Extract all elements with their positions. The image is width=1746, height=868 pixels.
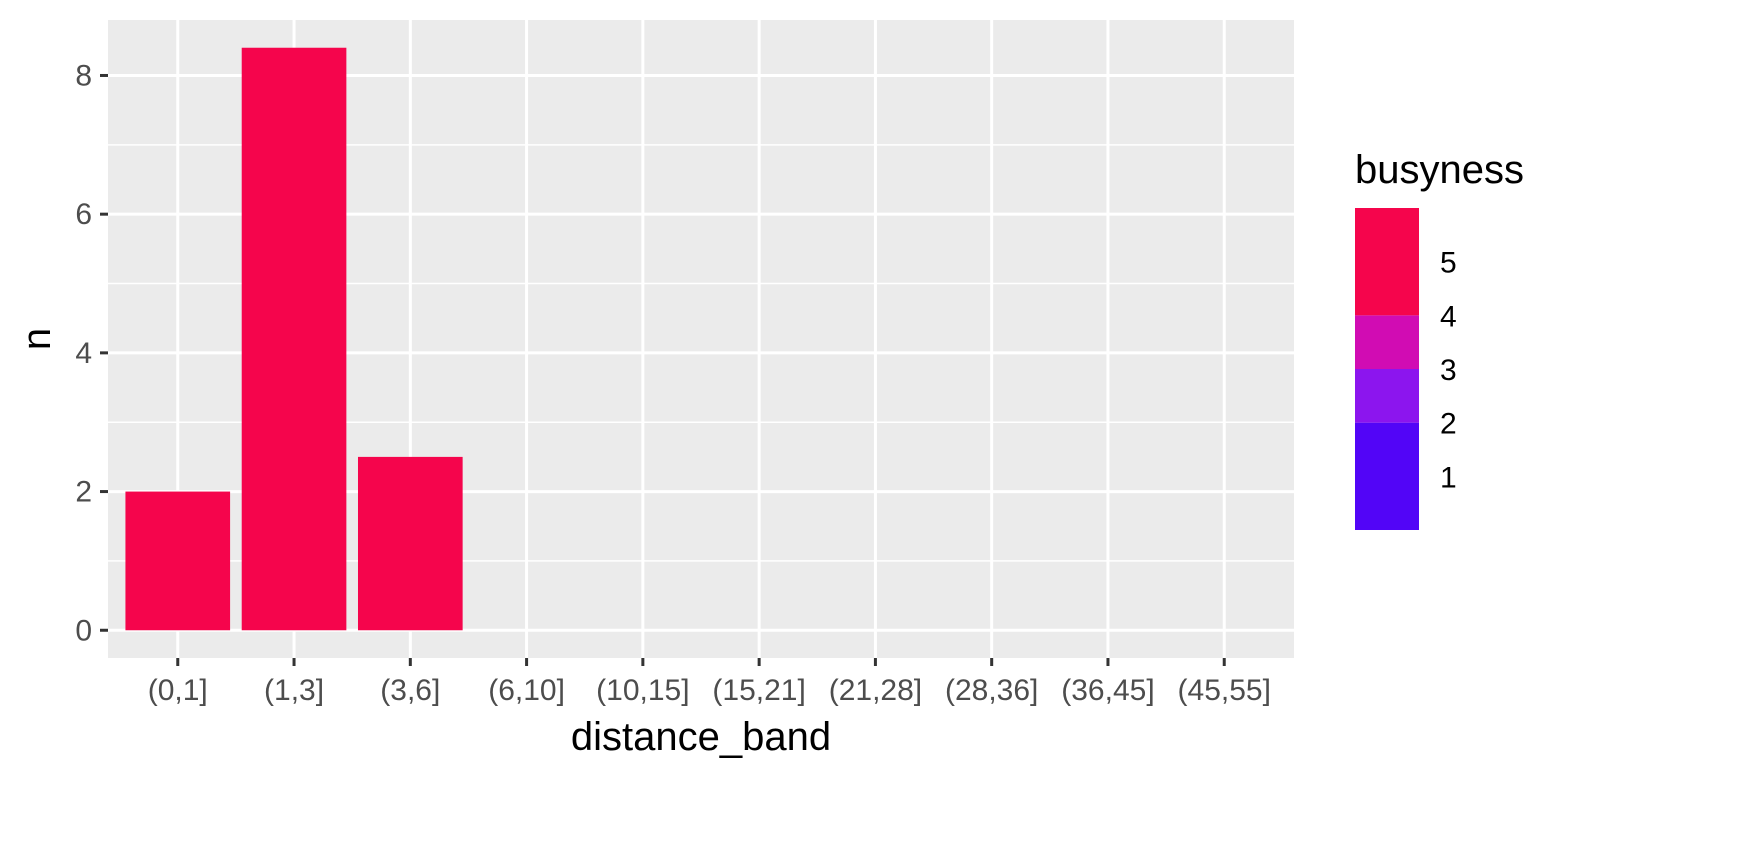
legend-color-segment <box>1355 208 1419 316</box>
y-tick-label: 6 <box>75 198 92 231</box>
x-tick-label: (45,55] <box>1178 674 1271 707</box>
legend: busyness 5 4 3 2 1 <box>1355 148 1524 530</box>
bar <box>357 456 463 631</box>
x-tick-label: (15,21] <box>712 674 805 707</box>
x-axis-title: distance_band <box>571 715 831 759</box>
legend-labels: 5 4 3 2 1 <box>1440 247 1457 495</box>
legend-color-segment <box>1355 422 1419 530</box>
x-tick-label: (10,15] <box>596 674 689 707</box>
legend-label: 4 <box>1440 300 1457 333</box>
bar <box>125 491 231 631</box>
legend-label: 1 <box>1440 461 1457 494</box>
legend-label: 2 <box>1440 408 1457 441</box>
legend-title: busyness <box>1355 148 1524 192</box>
x-tick-label: (28,36] <box>945 674 1038 707</box>
x-tick-label: (0,1] <box>148 674 208 707</box>
legend-label: 5 <box>1440 247 1457 280</box>
legend-colorbar <box>1355 208 1419 530</box>
x-tick-label: (6,10] <box>488 674 565 707</box>
bar <box>241 47 347 631</box>
y-tick-label: 2 <box>75 476 92 509</box>
x-tick-label: (21,28] <box>829 674 922 707</box>
x-tick-label: (36,45] <box>1061 674 1154 707</box>
y-tick-label: 4 <box>75 337 92 370</box>
legend-label: 3 <box>1440 354 1457 387</box>
bars <box>125 47 463 631</box>
legend-color-segment <box>1355 315 1419 369</box>
x-tick-label: (1,3] <box>264 674 324 707</box>
legend-color-segment <box>1355 369 1419 423</box>
x-tick-label: (3,6] <box>380 674 440 707</box>
y-tick-label: 0 <box>75 614 92 647</box>
y-tick-label: 8 <box>75 59 92 92</box>
x-axis: (0,1] (1,3] (3,6] (6,10] (10,15] (15,21] (21,2… <box>148 658 1271 707</box>
y-axis: 0 2 4 6 8 <box>75 59 108 647</box>
y-axis-title: n <box>15 328 59 350</box>
